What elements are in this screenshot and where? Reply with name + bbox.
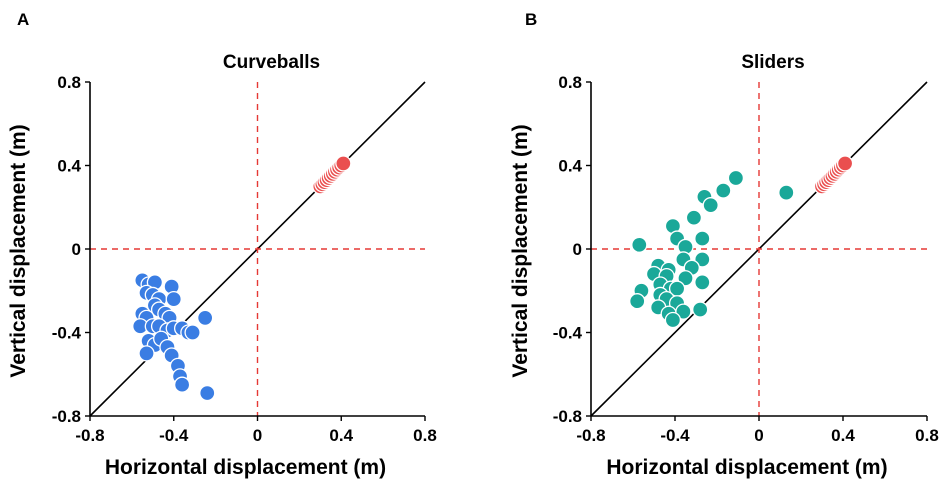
panel-b-x-tick-label: -0.4 [660, 426, 690, 445]
panel-a-data-point [335, 155, 352, 172]
panel-b-data-point [778, 184, 795, 201]
panel-b-chart: B Sliders -0.8 -0.4 0 0.4 0.8 -0.8 -0.4 0 0.4 0.8 Ho… [509, 10, 939, 479]
panel-a-x-axis-label: Horizontal displacement (m) [105, 456, 386, 479]
panel-b-data-point [694, 274, 711, 291]
panel-b-data-point [685, 209, 703, 226]
panel-a-data-point [173, 376, 191, 393]
panel-a-title: Curveballs [223, 52, 320, 73]
panel-b-series-sliders [629, 169, 795, 329]
panel-b-y-tick-label: -0.8 [553, 407, 582, 426]
panel-b-y-tick-label: 0.4 [558, 157, 582, 176]
panel-b-letter: B [525, 10, 537, 29]
panel-a-data-point [138, 345, 155, 362]
panel-a-y-axis-label: Vertical displacement (m) [7, 124, 30, 377]
panel-b-x-axis-label: Horizontal displacement (m) [606, 456, 887, 479]
panel-b-data-point [715, 182, 732, 199]
panel-b-data-point [675, 303, 692, 320]
panel-b-series-simulated [813, 155, 854, 195]
panel-a-series-curveballs [132, 272, 216, 402]
panel-a-x-tick-label: 0.4 [329, 426, 353, 445]
panel-b-y-tick-label: -0.4 [553, 324, 583, 343]
panel-a-data-point [184, 324, 201, 341]
panel-a-y-tick-label: -0.8 [52, 407, 81, 426]
panel-a-data-point [165, 290, 182, 308]
panel-b-data-point [692, 301, 709, 318]
panel-b-data-point [836, 155, 854, 172]
panel-b-y-axis-label: Vertical displacement (m) [509, 124, 532, 377]
panel-b-y-tick-label: 0 [573, 240, 582, 259]
panel-a-series-simulated [312, 155, 352, 195]
panel-b-data-point [727, 169, 745, 187]
panel-a-chart: A Curveballs -0.8 -0.4 0 0.4 0.8 -0.8 -0.4 0 0.4 0.… [7, 10, 437, 479]
panel-a-y-tick-label: -0.4 [52, 324, 82, 343]
panel-a-data-point [199, 384, 216, 402]
panel-b-data-point [694, 251, 711, 268]
panel-a-x-tick-label: 0 [253, 426, 262, 445]
panel-b-x-tick-label: 0.8 [915, 426, 939, 445]
panel-a-data-point [197, 309, 214, 327]
panel-a-y-tick-label: 0.4 [57, 157, 81, 176]
panel-a-x-tick-label: 0.8 [413, 426, 437, 445]
panel-a-y-tick-label: 0.8 [57, 73, 81, 92]
panel-b-x-tick-label: 0.4 [831, 426, 855, 445]
panel-b-data-point [631, 236, 648, 253]
panel-a-x-tick-label: -0.8 [75, 426, 104, 445]
panel-b-x-tick-label: -0.8 [576, 426, 605, 445]
panel-b-data-point [664, 311, 682, 329]
panel-b-y-tick-label: 0.8 [558, 73, 582, 92]
panel-a-x-tick-label: -0.4 [159, 426, 189, 445]
panel-b-x-tick-label: 0 [754, 426, 763, 445]
panel-b-data-point [694, 230, 711, 247]
panel-a-letter: A [17, 10, 29, 29]
panel-b-data-point [629, 293, 646, 310]
panel-b-title: Sliders [741, 52, 804, 73]
panel-b-data-point [702, 197, 719, 214]
panel-a-y-tick-label: 0 [72, 240, 81, 259]
